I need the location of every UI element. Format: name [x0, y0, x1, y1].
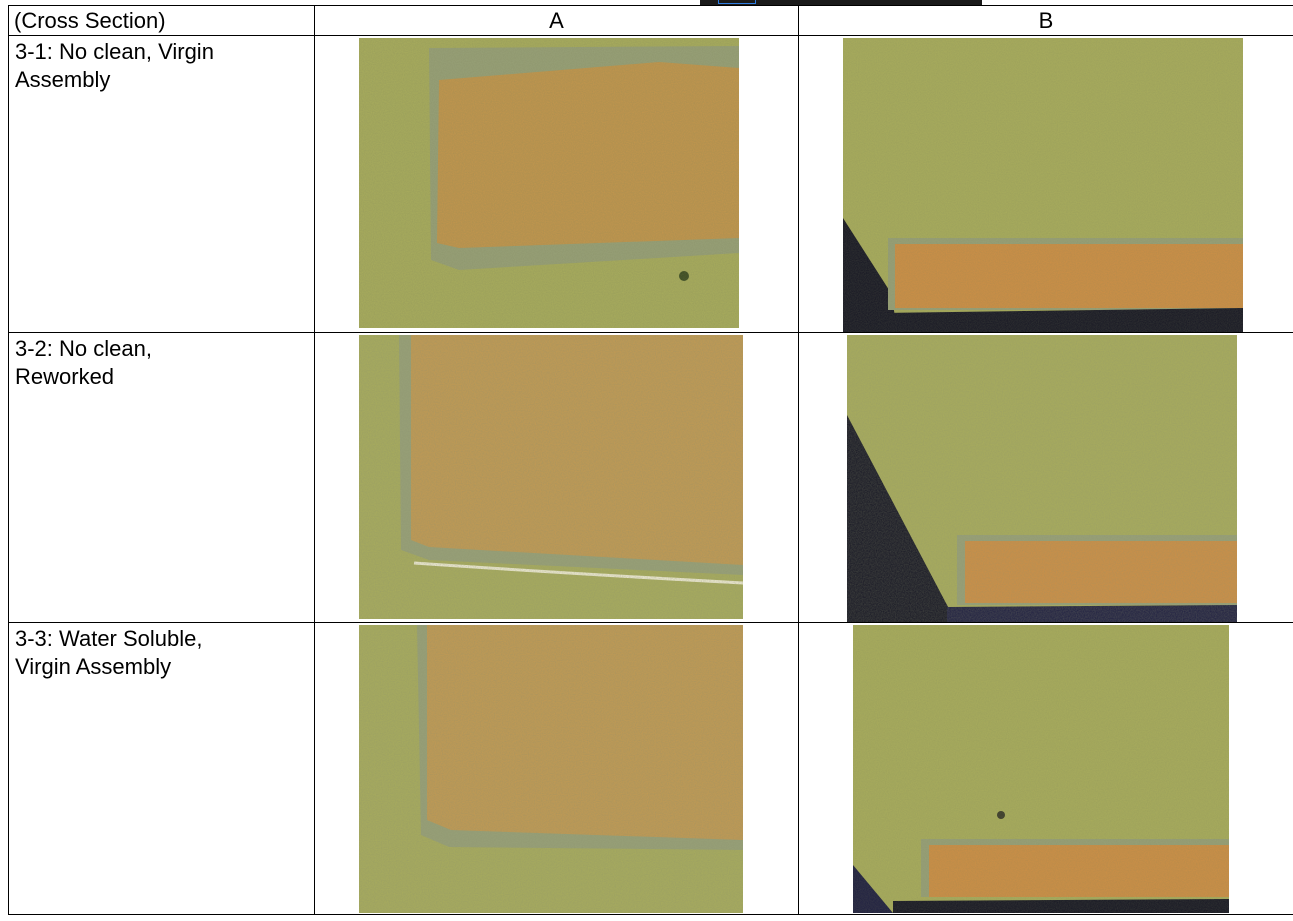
- row-label-line: Assembly: [15, 67, 111, 92]
- row-label-cell: 3-3: Water Soluble, Virgin Assembly: [8, 622, 315, 915]
- image-cell-b: [798, 35, 1293, 333]
- header-label-cell: (Cross Section): [8, 5, 315, 36]
- cross-section-table: (Cross Section) A B 3-1: No clean, Virgi…: [8, 5, 1293, 915]
- image-cell-b: [798, 332, 1293, 623]
- row-label-cell: 3-1: No clean, Virgin Assembly: [8, 35, 315, 333]
- header-col-a: A: [314, 5, 799, 36]
- header-row: (Cross Section) A B: [8, 5, 1293, 36]
- table-row: 3-1: No clean, Virgin Assembly: [8, 35, 1293, 333]
- header-col-b: B: [798, 5, 1293, 36]
- row-label-line: Virgin Assembly: [15, 654, 172, 679]
- micrograph-3-1-b: [843, 38, 1243, 332]
- table-row: 3-2: No clean, Reworked: [8, 332, 1293, 623]
- micrograph-3-3-a: [359, 625, 743, 913]
- image-cell-a: [314, 332, 799, 623]
- micrograph-3-1-a: [359, 38, 739, 328]
- image-cell-b: [798, 622, 1293, 915]
- image-cell-a: [314, 35, 799, 333]
- row-label-line: 3-2: No clean,: [15, 336, 152, 361]
- row-label: 3-2: No clean, Reworked: [10, 334, 314, 392]
- micrograph-3-3-b: [853, 625, 1229, 913]
- micrograph-3-2-a: [359, 335, 743, 619]
- row-label-cell: 3-2: No clean, Reworked: [8, 332, 315, 623]
- row-label: 3-3: Water Soluble, Virgin Assembly: [10, 624, 314, 682]
- micrograph-3-2-b: [847, 335, 1237, 622]
- row-label-line: Reworked: [15, 364, 115, 389]
- row-label-line: 3-3: Water Soluble,: [15, 626, 203, 651]
- row-label: 3-1: No clean, Virgin Assembly: [10, 37, 314, 95]
- table-row: 3-3: Water Soluble, Virgin Assembly: [8, 622, 1293, 915]
- row-label-line: 3-1: No clean, Virgin: [15, 39, 214, 64]
- cropped-image-strip: [700, 0, 982, 5]
- image-cell-a: [314, 622, 799, 915]
- blue-selection-mark: [718, 0, 756, 4]
